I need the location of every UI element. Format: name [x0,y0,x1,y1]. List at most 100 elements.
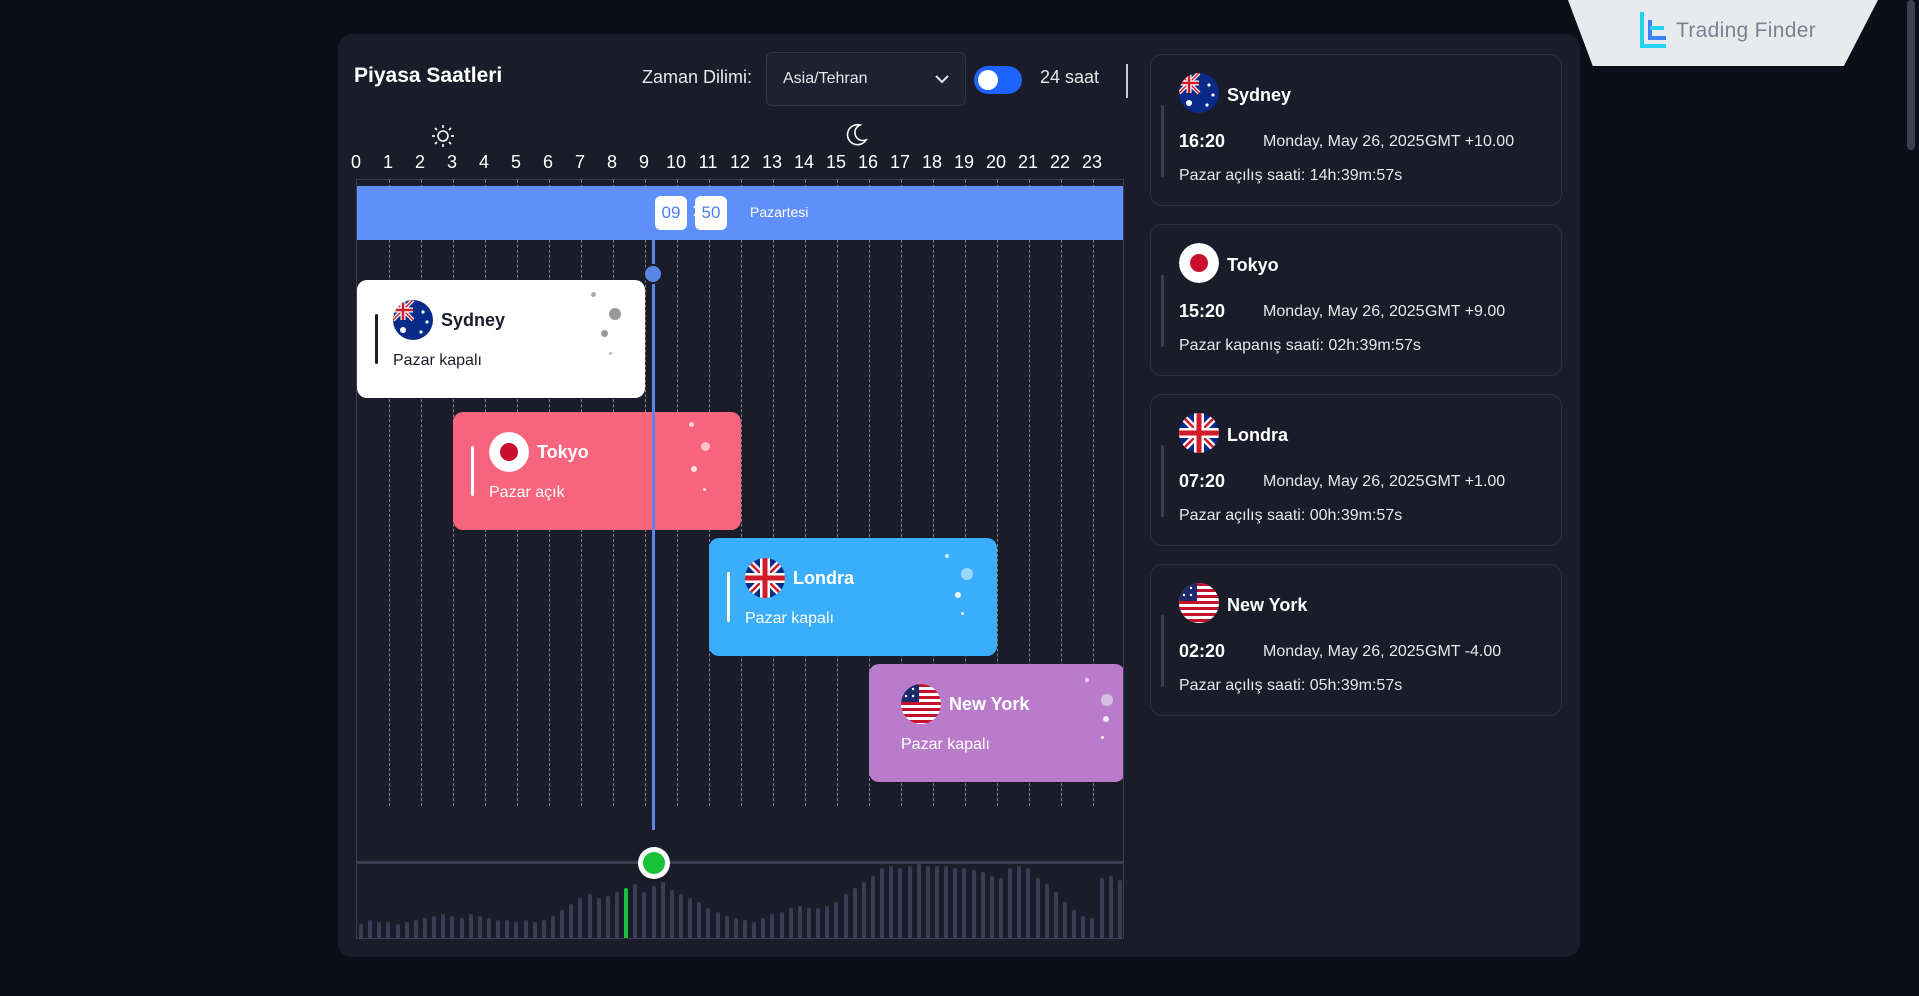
activity-bar [1053,892,1058,938]
hour-grid-line [901,180,902,806]
activity-bar [523,920,528,938]
japan-flag-icon [1179,243,1219,283]
volume-histogram [357,864,1123,938]
activity-bar [1081,916,1086,938]
activity-bar [514,922,519,938]
activity-bar [724,916,729,938]
activity-bar [441,914,446,938]
hour-grid-line [389,180,390,806]
activity-bar [962,868,967,938]
session-name: New York [949,694,1030,714]
activity-bar [642,892,647,938]
hour-grid-line [741,180,742,806]
card-countdown: Pazar açılış saati: 05h:39m:57s [1179,677,1403,694]
activity-bar [797,906,802,938]
activity-bar [761,918,766,938]
activity-bar [596,898,601,938]
activity-bar [1108,876,1113,938]
activity-bar [660,882,665,938]
activity-bar [386,922,391,938]
card-accent-bar [1161,615,1164,687]
activity-bar [788,908,793,938]
hour-tick-label: 18 [921,152,943,172]
page-scrollbar[interactable] [1907,0,1915,150]
activity-bar [496,920,501,938]
card-date: Monday, May 26, 2025 [1263,133,1425,150]
card-gmt-offset: GMT +10.00 [1425,133,1515,150]
session-tokyo[interactable]: Tokyo Pazar açık [453,412,741,530]
current-hour-box: 09 [655,196,687,230]
hour-tick-label: 5 [510,152,522,172]
activity-bar [843,894,848,938]
card-countdown: Pazar kapanış saati: 02h:39m:57s [1179,337,1421,354]
timezone-label: Zaman Dilimi: [642,67,753,87]
timezone-select[interactable]: Asia/Tehran [766,52,966,106]
session-status: Pazar kapalı [393,352,482,369]
current-time-handle[interactable] [638,847,670,879]
session-name: Sydney [441,310,506,330]
activity-bar [715,912,720,938]
chevron-down-icon [935,75,949,84]
activity-bar [651,886,656,938]
uk-flag-icon [745,558,785,598]
hour-tick-label: 9 [638,152,650,172]
card-countdown: Pazar açılış saati: 00h:39m:57s [1179,507,1403,524]
hour-tick-label: 8 [606,152,618,172]
activity-bar [807,908,811,938]
session-sydney[interactable]: Sydney Pazar kapalı [357,280,645,398]
card-date: Monday, May 26, 2025 [1263,473,1425,490]
hour-tick-label: 22 [1049,152,1071,172]
activity-bar [971,870,976,938]
session-name: Londra [793,568,854,588]
trading-finder-logo-icon [1640,12,1666,48]
hour-tick-label: 15 [825,152,847,172]
activity-bar [1017,866,1022,938]
activity-bar [459,918,464,938]
market-card-london: Londra 07:20 Monday, May 26, 2025 GMT +1… [1150,394,1562,546]
activity-bar [770,914,775,938]
activity-bar [541,920,546,938]
activity-bar [697,902,702,938]
card-gmt-offset: GMT -4.00 [1425,643,1502,660]
activity-bar [578,898,583,938]
activity-bar [898,868,903,938]
session-london[interactable]: Londra Pazar kapalı [709,538,997,656]
card-accent-bar [1161,445,1164,517]
current-time-line [652,240,655,830]
usa-flag-icon [901,684,941,724]
activity-bar [880,868,885,938]
activity-bar [935,866,939,938]
australia-flag-icon [393,300,433,340]
activity-bar [1117,880,1122,938]
24h-format-toggle[interactable] [974,66,1022,94]
hour-tick-label: 17 [889,152,911,172]
card-local-time: 16:20 [1179,131,1226,151]
activity-bar [871,876,875,938]
session-status: Pazar kapalı [745,610,834,627]
market-card-sydney: Sydney 16:20 Monday, May 26, 2025 GMT +1… [1150,54,1562,206]
activity-bar [1072,910,1077,938]
session-status: Pazar açık [489,484,565,501]
activity-bar [487,918,491,938]
activity-bar [359,924,363,938]
hour-grid-line [1029,180,1030,806]
activity-bar [633,884,638,938]
activity-bar [944,866,949,938]
card-local-time: 15:20 [1179,301,1226,321]
toggle-knob [978,70,998,90]
time-separator: : [692,200,697,221]
activity-bar [861,882,866,938]
hour-grid-line [997,180,998,806]
timezone-value: Asia/Tehran [783,70,868,87]
sun-icon [432,125,454,147]
session-new-york[interactable]: New York Pazar kapalı [869,664,1123,782]
market-card-tokyo: Tokyo 15:20 Monday, May 26, 2025 GMT +9.… [1150,224,1562,376]
activity-bar [605,896,610,938]
session-accent-bar [471,446,474,496]
header-divider [1126,64,1128,98]
activity-bar [468,914,473,938]
activity-bar [1090,918,1095,938]
activity-bar [733,918,738,938]
activity-bar [834,902,839,938]
activity-bar [615,892,619,938]
